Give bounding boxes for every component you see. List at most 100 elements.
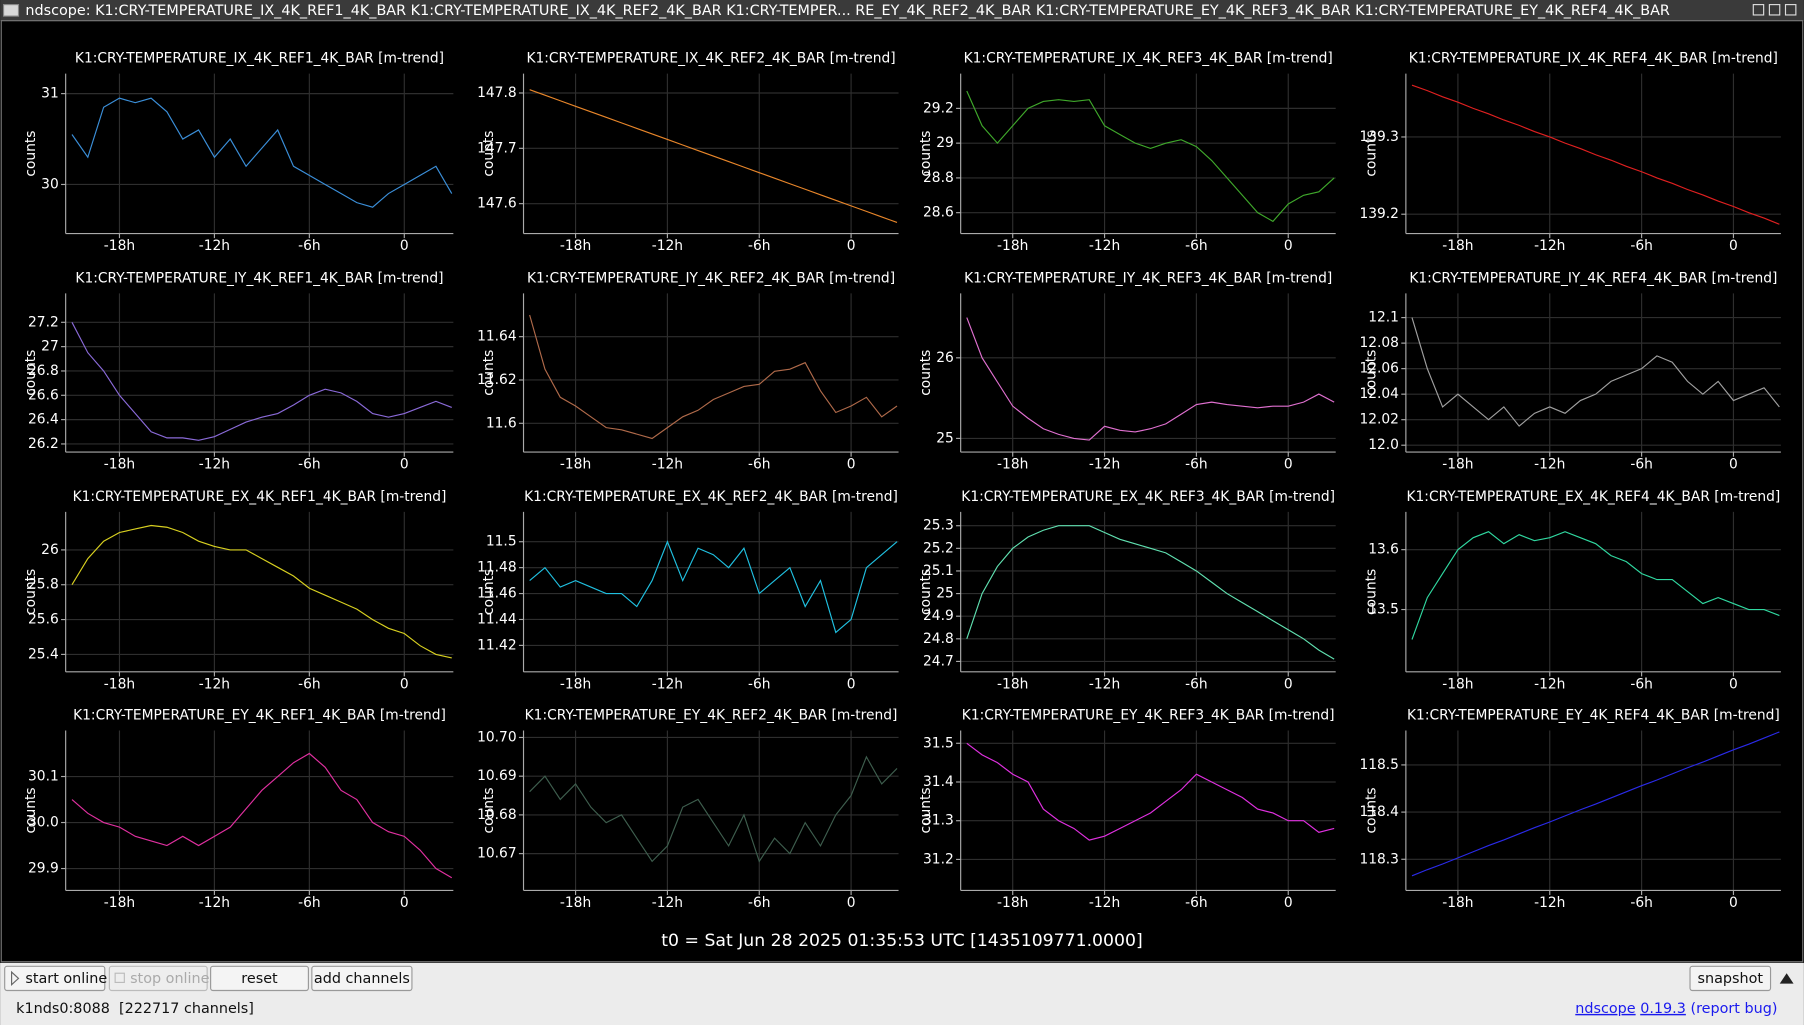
start-button[interactable]: start online <box>4 965 108 992</box>
x-tick-label: 0 <box>847 457 856 473</box>
y-tick-label: 31.5 <box>923 735 954 751</box>
trend-line <box>71 322 452 441</box>
reset-button[interactable]: reset <box>210 965 309 992</box>
plot-title: K1:CRY-TEMPERATURE_IY_4K_REF4_4K_BAR [m-… <box>1409 270 1777 286</box>
x-tick-label: -12h <box>1089 676 1120 692</box>
y-tick-label: 26.8 <box>28 363 59 379</box>
x-tick-label: -12h <box>1534 676 1565 692</box>
trend-line <box>966 525 1335 660</box>
plot: K1:CRY-TEMPERATURE_EY_4K_REF1_4K_BAR [m-… <box>23 708 454 911</box>
plot: K1:CRY-TEMPERATURE_EY_4K_REF2_4K_BAR [m-… <box>477 708 899 911</box>
y-tick-label: 27 <box>41 339 59 355</box>
plot: K1:CRY-TEMPERATURE_IX_4K_REF4_4K_BAR [m-… <box>1359 51 1781 254</box>
y-tick-label: 10.69 <box>477 768 517 784</box>
button-frame[interactable] <box>1689 965 1772 992</box>
x-tick-label: -12h <box>652 457 683 473</box>
plot-title: K1:CRY-TEMPERATURE_EY_4K_REF1_4K_BAR [m-… <box>73 708 446 724</box>
x-tick-label: -18h <box>997 895 1028 911</box>
y-axis-label: counts <box>918 787 934 833</box>
trend-line <box>1411 531 1780 640</box>
button-label[interactable]: snapshot <box>1698 971 1764 987</box>
app-link[interactable]: ndscope <box>1575 1001 1635 1017</box>
plot-title: K1:CRY-TEMPERATURE_EY_4K_REF2_4K_BAR [m-… <box>525 708 898 724</box>
version-link[interactable]: 0.19.3 <box>1640 1001 1686 1017</box>
button-label[interactable]: reset <box>241 971 278 987</box>
y-tick-label: 139.2 <box>1359 206 1399 222</box>
y-tick-label: 31 <box>41 86 59 102</box>
x-tick-label: -12h <box>652 895 683 911</box>
plot: K1:CRY-TEMPERATURE_EX_4K_REF3_4K_BAR [m-… <box>918 489 1336 692</box>
y-tick-label: 11.46 <box>477 586 517 602</box>
y-tick-label: 13.5 <box>1368 602 1399 618</box>
server-status: k1nds0:8088 [222717 channels] <box>16 1001 254 1017</box>
x-tick-label: -6h <box>1630 238 1653 254</box>
y-tick-label: 12.04 <box>1359 386 1399 402</box>
y-tick-label: 31.3 <box>923 813 954 829</box>
y-axis-label: counts <box>481 131 497 177</box>
x-tick-label: -18h <box>997 457 1028 473</box>
plot: K1:CRY-TEMPERATURE_EX_4K_REF2_4K_BAR [m-… <box>477 489 899 692</box>
button-label[interactable]: start online <box>25 971 107 987</box>
y-tick-label: 11.42 <box>477 637 517 653</box>
x-tick-label: 0 <box>847 238 856 254</box>
y-tick-label: 118.5 <box>1359 757 1399 773</box>
y-tick-label: 11.48 <box>477 560 517 576</box>
y-tick-label: 25.8 <box>28 577 59 593</box>
y-tick-label: 10.68 <box>477 807 517 823</box>
x-tick-label: -6h <box>298 676 321 692</box>
x-tick-label: 0 <box>1284 457 1293 473</box>
plot-title: K1:CRY-TEMPERATURE_IX_4K_REF1_4K_BAR [m-… <box>75 51 444 67</box>
y-tick-label: 31.4 <box>923 774 954 790</box>
y-tick-label: 28.6 <box>923 205 954 221</box>
button-frame[interactable] <box>311 965 413 992</box>
about-line: ndscope 0.19.3 (report bug) <box>1575 1001 1777 1017</box>
y-axis-label: counts <box>23 131 39 177</box>
plot-title: K1:CRY-TEMPERATURE_IY_4K_REF3_4K_BAR [m-… <box>964 270 1332 286</box>
trend-line <box>529 89 898 224</box>
y-tick-label: 139.3 <box>1359 129 1399 145</box>
y-tick-label: 24.7 <box>923 653 954 669</box>
x-tick-label: 0 <box>1284 238 1293 254</box>
app-icon <box>2 4 20 17</box>
x-tick-label: -12h <box>199 238 230 254</box>
plot-title: K1:CRY-TEMPERATURE_EY_4K_REF4_4K_BAR [m-… <box>1407 708 1780 724</box>
trend-line <box>71 524 452 659</box>
y-tick-label: 12.1 <box>1368 310 1399 326</box>
y-tick-label: 25.2 <box>923 540 954 556</box>
y-tick-label: 118.3 <box>1359 851 1399 867</box>
trend-line <box>1411 84 1780 225</box>
plot-title: K1:CRY-TEMPERATURE_IX_4K_REF3_4K_BAR [m-… <box>964 51 1333 67</box>
maximize-button[interactable] <box>1768 4 1781 16</box>
x-tick-label: -6h <box>298 895 321 911</box>
y-tick-label: 26 <box>936 350 954 366</box>
x-tick-label: -18h <box>997 676 1028 692</box>
x-tick-label: -6h <box>748 895 771 911</box>
x-tick-label: -12h <box>1534 238 1565 254</box>
y-axis-label: counts <box>1363 787 1379 833</box>
snapshot-button[interactable]: snapshot <box>1689 965 1772 992</box>
x-tick-label: -12h <box>1089 457 1120 473</box>
y-tick-label: 11.64 <box>477 329 517 345</box>
report-link[interactable]: (report bug) <box>1690 1001 1777 1017</box>
expand-arrow[interactable] <box>1779 973 1794 984</box>
plot-title: K1:CRY-TEMPERATURE_IX_4K_REF4_4K_BAR [m-… <box>1409 51 1778 67</box>
y-tick-label: 31.2 <box>923 851 954 867</box>
title-bar <box>0 0 1804 21</box>
trend-line <box>71 752 453 879</box>
x-tick-label: -18h <box>560 895 591 911</box>
y-tick-label: 24.9 <box>923 608 954 624</box>
button-frame[interactable] <box>210 965 309 992</box>
button-label[interactable]: add channels <box>314 971 410 987</box>
plot-area <box>0 20 1804 963</box>
x-tick-label: -12h <box>1534 457 1565 473</box>
x-tick-label: -12h <box>199 895 230 911</box>
close-button[interactable] <box>1784 4 1797 16</box>
minimize-button[interactable] <box>1752 4 1765 16</box>
plot: K1:CRY-TEMPERATURE_IY_4K_REF4_4K_BAR [m-… <box>1359 270 1781 473</box>
y-tick-label: 25.4 <box>28 646 59 662</box>
y-tick-label: 25.6 <box>28 612 59 628</box>
add-channels-button[interactable]: add channels <box>311 965 413 992</box>
button-frame <box>108 965 208 992</box>
x-tick-label: -18h <box>104 457 135 473</box>
button-frame[interactable] <box>4 965 106 992</box>
